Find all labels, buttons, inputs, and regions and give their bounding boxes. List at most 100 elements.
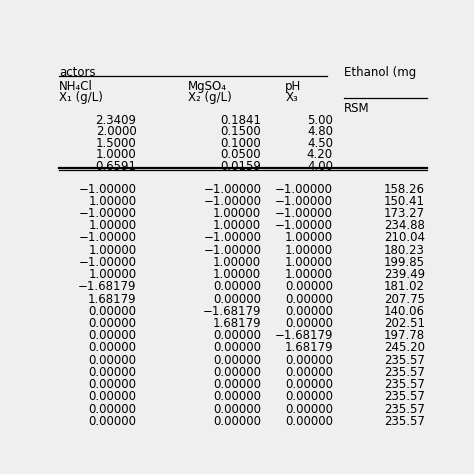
Text: −1.00000: −1.00000 bbox=[78, 256, 137, 269]
Text: 0.0159: 0.0159 bbox=[220, 160, 261, 173]
Text: 0.00000: 0.00000 bbox=[213, 378, 261, 391]
Text: 150.41: 150.41 bbox=[384, 195, 425, 208]
Text: 180.23: 180.23 bbox=[384, 244, 425, 257]
Text: 0.1500: 0.1500 bbox=[220, 125, 261, 138]
Text: 0.00000: 0.00000 bbox=[88, 317, 137, 330]
Text: 0.00000: 0.00000 bbox=[213, 391, 261, 403]
Text: 210.04: 210.04 bbox=[384, 231, 425, 245]
Text: 0.1000: 0.1000 bbox=[220, 137, 261, 150]
Text: 0.00000: 0.00000 bbox=[88, 366, 137, 379]
Text: 0.00000: 0.00000 bbox=[285, 305, 333, 318]
Text: 4.00: 4.00 bbox=[307, 160, 333, 173]
Text: 245.20: 245.20 bbox=[384, 341, 425, 355]
Text: 235.57: 235.57 bbox=[384, 415, 425, 428]
Text: 0.00000: 0.00000 bbox=[285, 391, 333, 403]
Text: −1.68179: −1.68179 bbox=[78, 280, 137, 293]
Text: 0.00000: 0.00000 bbox=[88, 305, 137, 318]
Text: 0.00000: 0.00000 bbox=[285, 354, 333, 367]
Text: 181.02: 181.02 bbox=[384, 280, 425, 293]
Text: 1.00000: 1.00000 bbox=[285, 256, 333, 269]
Text: 1.5000: 1.5000 bbox=[96, 137, 137, 150]
Text: −1.00000: −1.00000 bbox=[203, 231, 261, 245]
Text: −1.00000: −1.00000 bbox=[275, 195, 333, 208]
Text: 235.57: 235.57 bbox=[384, 354, 425, 367]
Text: 1.68179: 1.68179 bbox=[213, 317, 261, 330]
Text: 0.00000: 0.00000 bbox=[213, 354, 261, 367]
Text: −1.00000: −1.00000 bbox=[275, 207, 333, 220]
Text: −1.00000: −1.00000 bbox=[78, 207, 137, 220]
Text: 0.00000: 0.00000 bbox=[88, 402, 137, 416]
Text: −1.00000: −1.00000 bbox=[78, 182, 137, 196]
Text: pH: pH bbox=[285, 80, 301, 93]
Text: 158.26: 158.26 bbox=[384, 182, 425, 196]
Text: 1.0000: 1.0000 bbox=[96, 148, 137, 161]
Text: 0.00000: 0.00000 bbox=[213, 402, 261, 416]
Text: 235.57: 235.57 bbox=[384, 391, 425, 403]
Text: 0.00000: 0.00000 bbox=[88, 354, 137, 367]
Text: −1.00000: −1.00000 bbox=[203, 195, 261, 208]
Text: 202.51: 202.51 bbox=[384, 317, 425, 330]
Text: 1.00000: 1.00000 bbox=[88, 268, 137, 281]
Text: 4.50: 4.50 bbox=[307, 137, 333, 150]
Text: 1.00000: 1.00000 bbox=[88, 219, 137, 232]
Text: 5.00: 5.00 bbox=[307, 114, 333, 127]
Text: 0.00000: 0.00000 bbox=[88, 329, 137, 342]
Text: 1.00000: 1.00000 bbox=[88, 244, 137, 257]
Text: 1.00000: 1.00000 bbox=[285, 268, 333, 281]
Text: 239.49: 239.49 bbox=[383, 268, 425, 281]
Text: 0.00000: 0.00000 bbox=[285, 280, 333, 293]
Text: NH₄Cl: NH₄Cl bbox=[59, 80, 93, 93]
Text: 0.00000: 0.00000 bbox=[213, 415, 261, 428]
Text: 4.80: 4.80 bbox=[307, 125, 333, 138]
Text: 0.00000: 0.00000 bbox=[213, 366, 261, 379]
Text: −1.68179: −1.68179 bbox=[274, 329, 333, 342]
Text: 0.00000: 0.00000 bbox=[213, 341, 261, 355]
Text: actors: actors bbox=[59, 66, 96, 79]
Text: 0.00000: 0.00000 bbox=[88, 378, 137, 391]
Text: 235.57: 235.57 bbox=[384, 402, 425, 416]
Text: 1.00000: 1.00000 bbox=[213, 268, 261, 281]
Text: 173.27: 173.27 bbox=[383, 207, 425, 220]
Text: 2.0000: 2.0000 bbox=[96, 125, 137, 138]
Text: 1.68179: 1.68179 bbox=[88, 292, 137, 306]
Text: 1.00000: 1.00000 bbox=[213, 256, 261, 269]
Text: −1.68179: −1.68179 bbox=[203, 305, 261, 318]
Text: 0.6591: 0.6591 bbox=[95, 160, 137, 173]
Text: 197.78: 197.78 bbox=[383, 329, 425, 342]
Text: RSM: RSM bbox=[344, 102, 370, 115]
Text: 1.00000: 1.00000 bbox=[285, 231, 333, 245]
Text: 0.00000: 0.00000 bbox=[213, 280, 261, 293]
Text: 0.00000: 0.00000 bbox=[88, 391, 137, 403]
Text: 0.00000: 0.00000 bbox=[213, 292, 261, 306]
Text: 0.00000: 0.00000 bbox=[285, 292, 333, 306]
Text: −1.00000: −1.00000 bbox=[203, 244, 261, 257]
Text: 207.75: 207.75 bbox=[384, 292, 425, 306]
Text: 235.57: 235.57 bbox=[384, 378, 425, 391]
Text: 140.06: 140.06 bbox=[384, 305, 425, 318]
Text: 1.00000: 1.00000 bbox=[213, 207, 261, 220]
Text: MgSO₄: MgSO₄ bbox=[188, 80, 227, 93]
Text: 4.20: 4.20 bbox=[307, 148, 333, 161]
Text: X₁ (g/L): X₁ (g/L) bbox=[59, 91, 103, 104]
Text: −1.00000: −1.00000 bbox=[203, 182, 261, 196]
Text: −1.00000: −1.00000 bbox=[275, 182, 333, 196]
Text: 1.00000: 1.00000 bbox=[213, 219, 261, 232]
Text: −1.00000: −1.00000 bbox=[78, 231, 137, 245]
Text: 0.1841: 0.1841 bbox=[220, 114, 261, 127]
Text: 0.00000: 0.00000 bbox=[285, 366, 333, 379]
Text: 0.00000: 0.00000 bbox=[88, 341, 137, 355]
Text: X₂ (g/L): X₂ (g/L) bbox=[188, 91, 232, 104]
Text: 0.00000: 0.00000 bbox=[285, 378, 333, 391]
Text: Ethanol (mg: Ethanol (mg bbox=[344, 66, 416, 79]
Text: 199.85: 199.85 bbox=[384, 256, 425, 269]
Text: X₃: X₃ bbox=[285, 91, 298, 104]
Text: 2.3409: 2.3409 bbox=[95, 114, 137, 127]
Text: 234.88: 234.88 bbox=[384, 219, 425, 232]
Text: 0.00000: 0.00000 bbox=[285, 402, 333, 416]
Text: 0.00000: 0.00000 bbox=[285, 415, 333, 428]
Text: 0.00000: 0.00000 bbox=[285, 317, 333, 330]
Text: 0.00000: 0.00000 bbox=[213, 329, 261, 342]
Text: −1.00000: −1.00000 bbox=[275, 219, 333, 232]
Text: 1.68179: 1.68179 bbox=[284, 341, 333, 355]
Text: 1.00000: 1.00000 bbox=[88, 195, 137, 208]
